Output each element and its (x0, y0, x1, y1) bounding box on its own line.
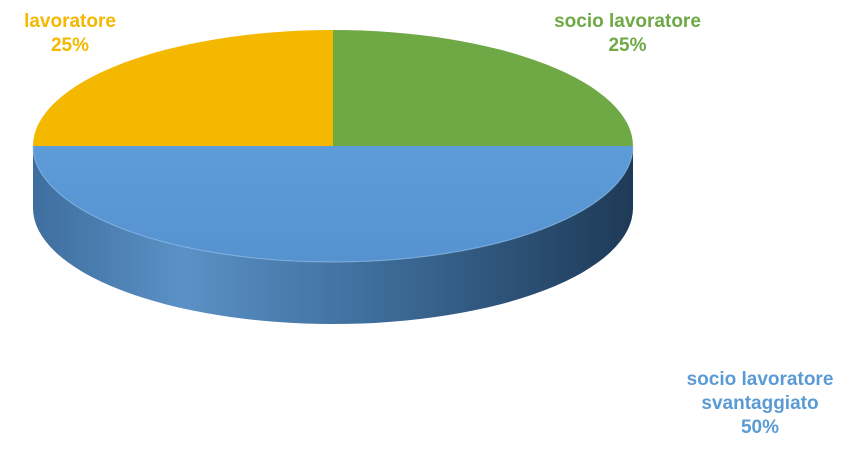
slice-label-socio-lavoratore-name: socio lavoratore (554, 11, 701, 32)
slice-label-lavoratore-percent: 25% (50, 35, 90, 56)
slice-label-svantaggiato-line2: svantaggiato (701, 393, 819, 414)
pie-slice-lavoratore (33, 30, 333, 146)
slice-label-svantaggiato-percent: 50% (740, 417, 780, 438)
slice-label-socio-lavoratore-svantaggiato: socio lavoratore svantaggiato 50% (660, 368, 860, 440)
pie-slice-socio-lavoratore-svantaggiato (33, 146, 633, 262)
slice-label-svantaggiato-line1: socio lavoratore (686, 369, 834, 390)
slice-label-lavoratore-name: lavoratore (24, 11, 116, 32)
slice-label-lavoratore: lavoratore 25% (0, 10, 140, 58)
slice-label-socio-lavoratore: socio lavoratore 25% (520, 10, 735, 58)
slice-label-socio-lavoratore-percent: 25% (608, 35, 647, 56)
pie-side-wall (33, 146, 633, 324)
pie-rim-highlight (32, 145, 634, 263)
pie-slice-socio-lavoratore (333, 30, 633, 146)
